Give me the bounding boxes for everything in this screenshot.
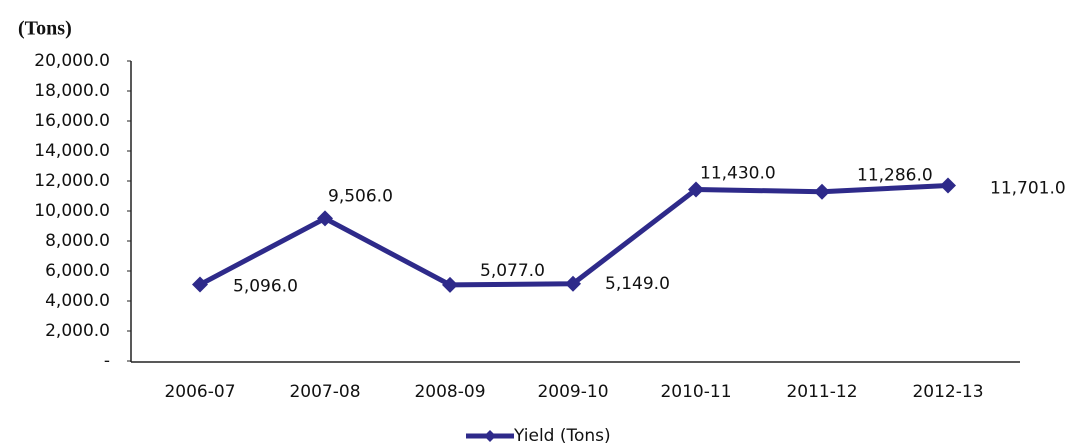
data-line bbox=[198, 182, 949, 288]
x-tick-label: 2012-13 bbox=[912, 382, 983, 402]
x-tick-label: 2006-07 bbox=[164, 382, 235, 402]
data-label: 5,077.0 bbox=[480, 261, 545, 281]
data-point bbox=[940, 177, 956, 194]
data-label: 5,096.0 bbox=[233, 277, 298, 297]
y-tick-label: 12,000.0 bbox=[34, 171, 110, 191]
y-tick-label: - bbox=[104, 351, 110, 371]
data-point bbox=[565, 275, 581, 292]
y-tick-label: 16,000.0 bbox=[34, 111, 110, 131]
legend-marker bbox=[484, 430, 496, 442]
x-tick-label: 2009-10 bbox=[537, 382, 608, 402]
data-point bbox=[317, 210, 333, 227]
y-tick-label: 2,000.0 bbox=[45, 321, 110, 341]
y-tick-label: 14,000.0 bbox=[34, 141, 110, 161]
legend-label: Yield (Tons) bbox=[513, 426, 611, 446]
y-tick-label: 10,000.0 bbox=[34, 201, 110, 221]
x-tick-label: 2010-11 bbox=[660, 382, 731, 402]
y-tick-label: 20,000.0 bbox=[34, 51, 110, 71]
x-tick-label: 2007-08 bbox=[289, 382, 360, 402]
y-tick-label: 8,000.0 bbox=[45, 231, 110, 251]
data-point bbox=[688, 181, 704, 198]
data-label: 11,286.0 bbox=[857, 166, 933, 186]
x-tick-label: 2008-09 bbox=[414, 382, 485, 402]
y-tick-label: 18,000.0 bbox=[34, 81, 110, 101]
data-label: 11,701.0 bbox=[990, 178, 1066, 198]
data-label: 9,506.0 bbox=[328, 186, 393, 206]
data-label: 11,430.0 bbox=[700, 164, 776, 184]
chart-title: (Tons) bbox=[18, 18, 72, 40]
data-label: 5,149.0 bbox=[605, 274, 670, 294]
y-tick-label: 4,000.0 bbox=[45, 291, 110, 311]
y-tick-label: 6,000.0 bbox=[45, 261, 110, 281]
x-tick-label: 2011-12 bbox=[786, 382, 857, 402]
data-point bbox=[814, 183, 830, 200]
data-point bbox=[442, 276, 458, 293]
data-point bbox=[192, 276, 208, 293]
